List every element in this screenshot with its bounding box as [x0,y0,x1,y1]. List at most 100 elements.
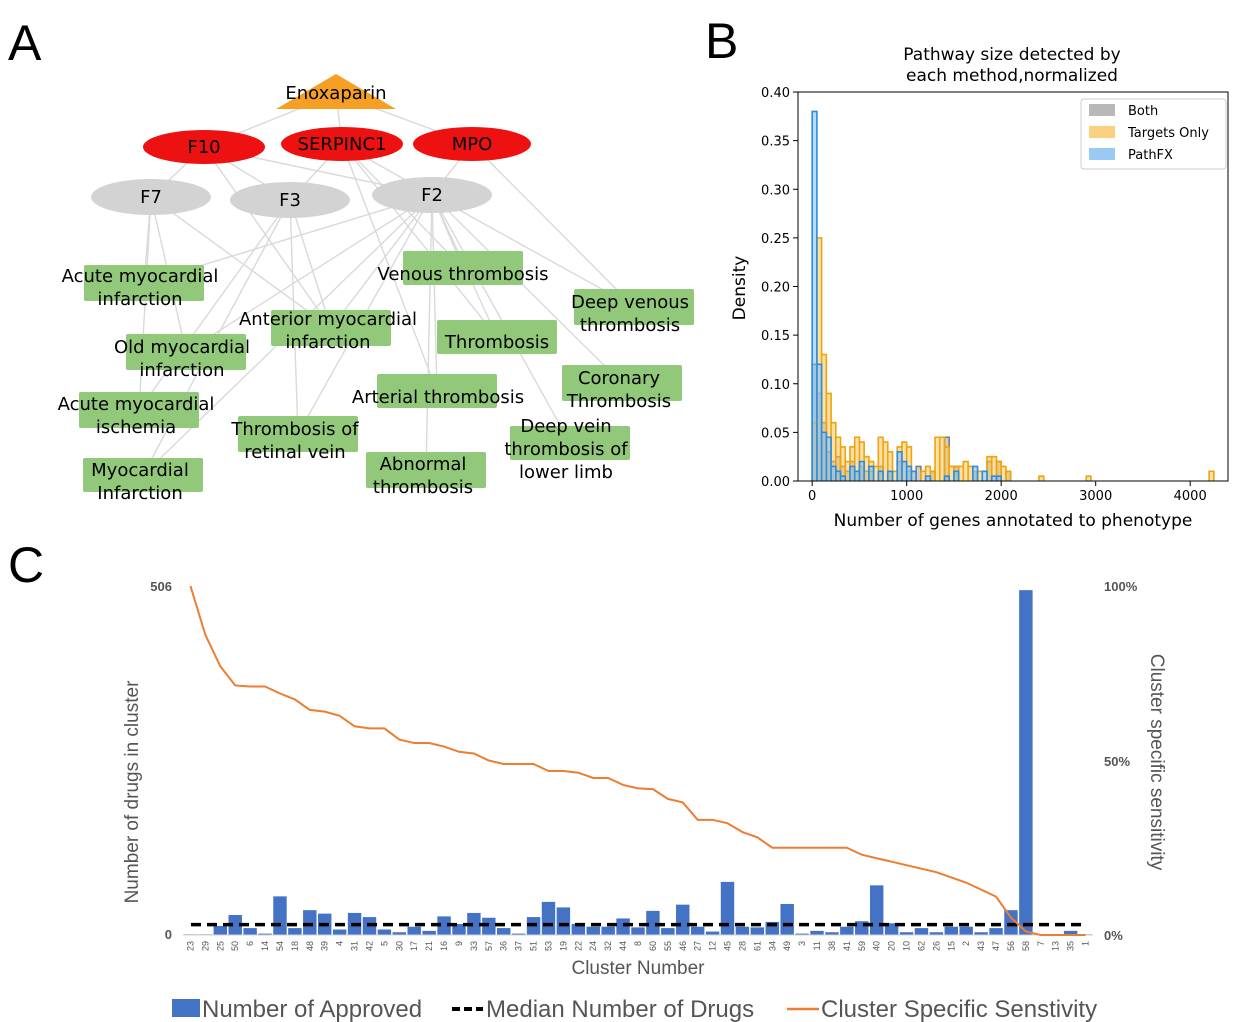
network-edge [138,199,291,411]
histogram-bar [849,446,855,481]
cluster-bar [332,929,347,935]
histogram-bar [977,471,983,481]
histogram-bar [816,364,822,481]
phenotype-node-label: thrombosis of [504,439,628,460]
histogram-bar [1005,471,1011,481]
histogram-bar [906,446,912,481]
histogram-bar [887,451,893,481]
phenotype-node-label: Arterial thrombosis [352,387,524,408]
network-edge [289,199,332,329]
cluster-x-tick-label: 28 [737,941,747,951]
cluster-bar [750,927,765,935]
cluster-x-tick-label: 22 [573,941,583,951]
cluster-lines [183,585,1093,936]
legend-sensitivity-label: Cluster Specific Senstivity [821,996,1097,1022]
network-edge [185,194,433,353]
cluster-x-tick-label: 26 [931,941,941,951]
target-node-label: F10 [187,137,220,158]
phenotype-node-label: Abnormal [380,454,467,475]
cluster-x-tick-label: 9 [454,941,464,946]
cluster-left-axis-title: Number of drugs in cluster [122,680,143,903]
cluster-x-tick-label: 20 [887,941,897,951]
cluster-x-tick-label: 23 [185,941,195,951]
cluster-bar [676,904,690,935]
cluster-x-tick-label: 10 [902,941,912,951]
histogram-bar [845,461,850,481]
cluster-bar [1063,930,1078,935]
phenotype-node-label: ischemia [96,417,176,438]
histogram-x-tick-label: 1000 [890,489,923,504]
phenotype-node-label: Acute myocardial [58,394,215,415]
histogram-bar [878,437,884,481]
cluster-bar [392,932,407,935]
target-node-label: SERPINC1 [298,134,387,155]
histogram-bar [835,471,841,481]
cluster-x-tick-label: 13 [1051,941,1061,951]
network-edge [431,194,571,444]
cluster-x-tick-label: 35 [1066,941,1076,951]
phenotype-node-label: Thrombosis [444,332,549,353]
phenotype-node [83,458,203,492]
cluster-bar [795,933,809,935]
histogram-series [811,237,1215,481]
histogram-x-tick-label: 4000 [1174,489,1207,504]
histogram-bar [968,466,973,481]
cluster-x-tick-label: 46 [678,941,688,951]
cluster-x-tick-label: 4 [335,941,345,946]
histogram-bar [821,354,827,481]
cluster-x-tick-label: 34 [767,941,777,951]
cluster-bar [720,881,735,935]
cluster-x-tick-label: 38 [827,941,837,951]
histogram-legend-label: Targets Only [1127,126,1209,141]
histogram-y-tick-label: 0.05 [761,426,790,441]
cluster-x-tick-label: 11 [812,941,822,950]
cluster-bar [899,932,914,935]
intermediate-node-label: F3 [279,190,301,211]
cluster-bar [959,926,973,935]
cluster-bar [243,928,257,935]
phenotype-node-label: infarction [97,289,182,310]
cluster-x-tick-label: 16 [439,941,449,951]
cluster-bar [735,926,750,935]
cluster-x-tick-label: 32 [603,941,613,951]
phenotype-node-label: Anterior myocardial [239,309,417,330]
histogram-bar [916,466,921,481]
phenotype-node-label: Acute myocardial [62,266,219,287]
histogram-bar [953,471,959,481]
cluster-x-tick-label: 58 [1021,941,1031,951]
cluster-x-tick-label: 48 [305,941,315,951]
cluster-bar [631,927,645,935]
cluster-x-tick-label: 5 [379,941,389,946]
phenotype-node-label: Deep vein [520,416,611,437]
histogram-bar [864,456,869,481]
histogram-bar [930,471,936,481]
cluster-x-tick-label: 50 [230,941,240,951]
cluster-bar [884,923,899,935]
cluster-x-tick-label: 43 [976,941,986,951]
cluster-x-tick-label: 14 [260,941,270,951]
phenotype-node [510,426,630,460]
histogram-bar [958,466,964,481]
cluster-bar [661,928,675,935]
network-edge [425,194,433,471]
sensitivity-line [189,585,1086,936]
target-node [281,127,403,161]
phenotype-node [271,310,391,346]
cluster-bar [377,929,392,935]
phenotype-node [377,374,497,408]
cluster-bar [258,933,272,935]
histogram-y-tick-label: 0.40 [761,86,790,101]
target-node [413,127,531,161]
histogram-bar [878,471,884,481]
cluster-bar [497,928,511,935]
phenotype-node [437,320,557,354]
histogram-bar [987,456,992,481]
cluster-x-ticks: 23 29 25 50 6 14 54 18 48 39 4 31 42 5 30 17 21 16 9 33 57 36… [185,941,1090,951]
histogram-bar [831,466,836,481]
cluster-x-tick-label: 62 [916,941,926,951]
cluster-x-tick-label: 59 [857,941,867,951]
cluster-x-tick-label: 18 [290,941,300,951]
phenotype-node-label: infarction [285,332,370,353]
histogram-bar [854,437,860,481]
cluster-bar [869,885,884,935]
